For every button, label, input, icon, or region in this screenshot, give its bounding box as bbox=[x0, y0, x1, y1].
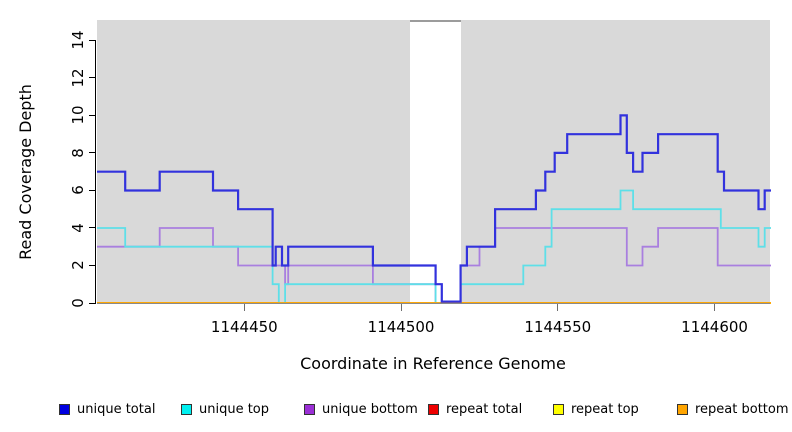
y-tick-mark bbox=[89, 302, 96, 304]
legend-item-unique-total: unique total bbox=[59, 401, 155, 417]
y-tick-label: 8 bbox=[69, 148, 87, 158]
x-tick-mark bbox=[557, 304, 559, 311]
y-tick-label: 14 bbox=[69, 30, 87, 50]
legend-item-repeat-bottom: repeat bottom bbox=[677, 401, 789, 417]
series-line-unique-total bbox=[97, 114, 771, 303]
y-tick-mark bbox=[89, 189, 96, 191]
legend-label: repeat total bbox=[446, 401, 523, 417]
masked-region-band bbox=[410, 20, 461, 303]
legend-item-unique-top: unique top bbox=[181, 401, 269, 417]
x-tick-mark bbox=[714, 304, 716, 311]
y-tick-mark bbox=[89, 152, 96, 154]
legend-label: unique bottom bbox=[322, 401, 418, 417]
legend-item-repeat-top: repeat top bbox=[553, 401, 639, 417]
x-tick-label: 1144600 bbox=[681, 318, 748, 336]
legend-item-unique-bottom: unique bottom bbox=[304, 401, 418, 417]
legend-swatch-icon bbox=[553, 403, 564, 415]
y-tick-mark bbox=[89, 264, 96, 266]
y-tick-label: 2 bbox=[69, 260, 87, 271]
y-tick-mark bbox=[89, 77, 96, 79]
y-tick-mark bbox=[89, 39, 96, 41]
x-axis-title: Coordinate in Reference Genome bbox=[300, 354, 566, 373]
legend-swatch-icon bbox=[428, 403, 439, 415]
y-axis-title: Read Coverage Depth bbox=[16, 84, 35, 260]
y-tick-label: 10 bbox=[69, 105, 87, 125]
legend-label: repeat bottom bbox=[695, 401, 789, 417]
legend-label: unique total bbox=[77, 401, 156, 417]
x-tick-mark bbox=[243, 304, 245, 311]
legend-swatch-icon bbox=[181, 403, 192, 415]
legend-swatch-icon bbox=[304, 403, 315, 415]
x-axis-line bbox=[97, 303, 770, 304]
legend-swatch-icon bbox=[677, 403, 688, 415]
x-tick-label: 1144500 bbox=[367, 318, 435, 336]
legend-item-repeat-total: repeat total bbox=[428, 401, 522, 417]
x-tick-label: 1144550 bbox=[524, 318, 592, 336]
y-tick-label: 0 bbox=[69, 298, 87, 308]
y-tick-label: 4 bbox=[69, 223, 87, 233]
series-line-unique-top bbox=[97, 189, 771, 304]
y-tick-mark bbox=[89, 227, 96, 229]
y-tick-label: 12 bbox=[69, 68, 87, 88]
y-tick-label: 6 bbox=[69, 185, 87, 196]
legend-swatch-icon bbox=[59, 403, 70, 415]
y-tick-mark bbox=[89, 114, 96, 116]
x-tick-mark bbox=[400, 304, 402, 311]
x-tick-label: 1144450 bbox=[210, 318, 278, 336]
legend-label: unique top bbox=[199, 401, 270, 417]
legend-label: repeat top bbox=[571, 401, 639, 417]
coverage-step-lines bbox=[97, 114, 771, 304]
masked-region-topline bbox=[410, 20, 461, 22]
y-axis-line bbox=[95, 40, 96, 304]
